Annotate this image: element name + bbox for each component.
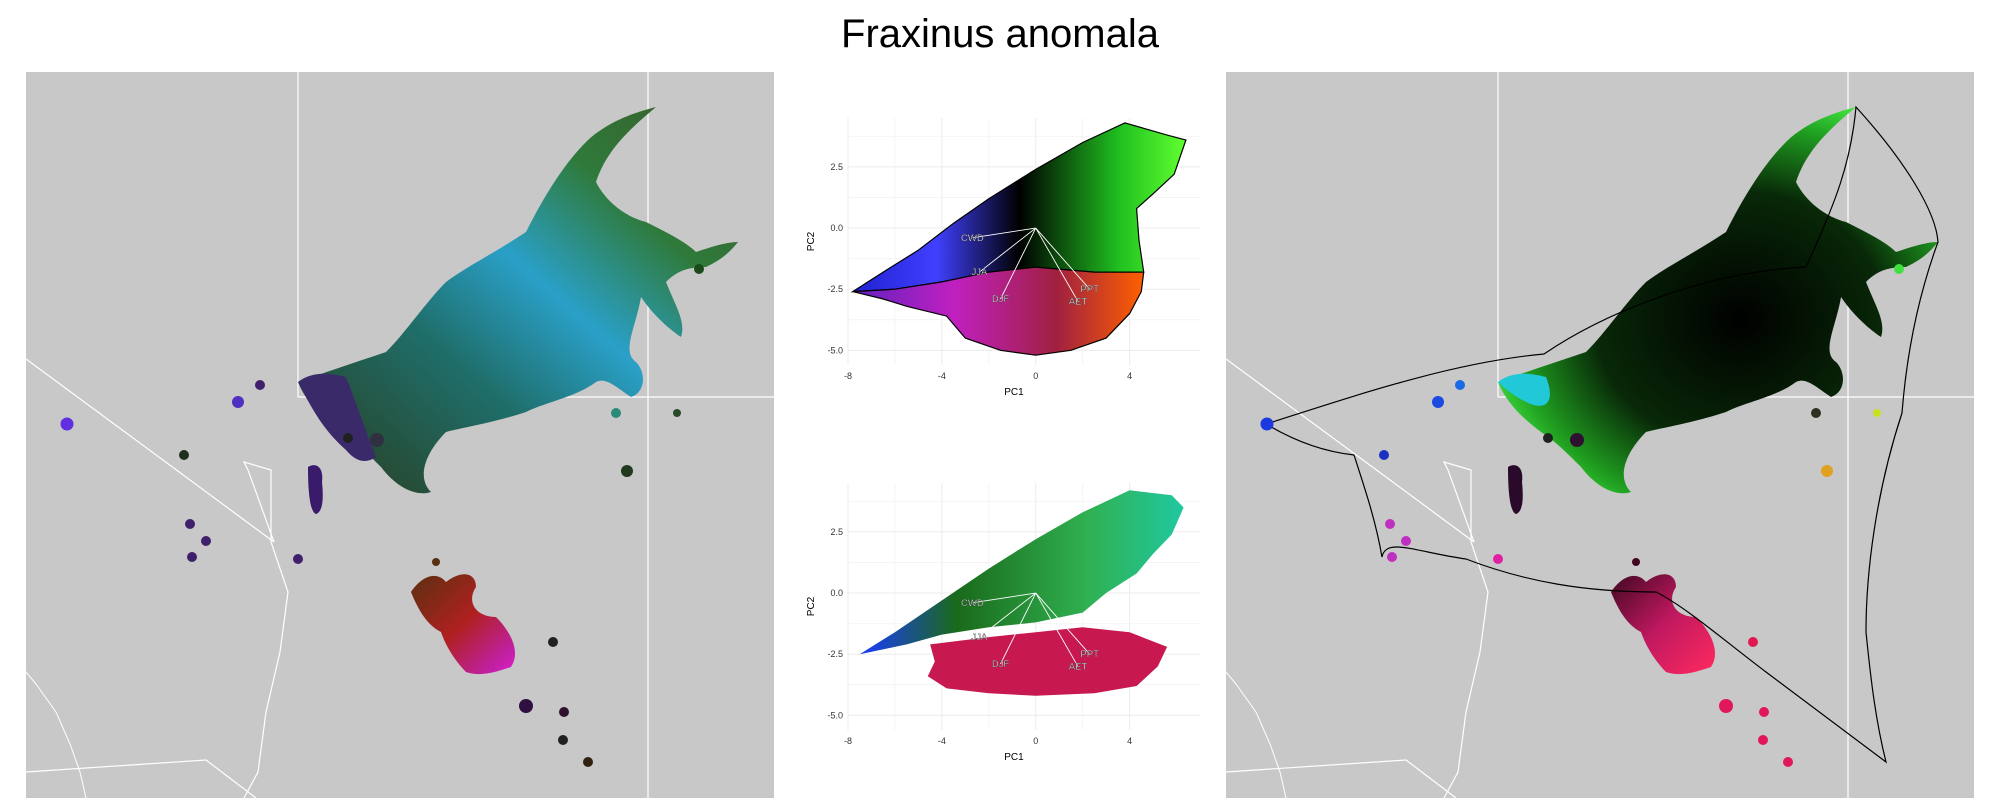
occurrence-points-right <box>1260 264 1904 767</box>
x-tick-label: -4 <box>938 736 946 746</box>
loading-arrow-ppt <box>1035 592 1091 655</box>
loading-label-cwd: CWD <box>961 233 984 244</box>
convex-hull-outline <box>1264 105 1939 764</box>
x-axis-label: PC1 <box>1004 752 1024 763</box>
loading-arrow-jja <box>979 592 1037 638</box>
loading-arrow-djf <box>1000 592 1037 665</box>
pca-top-cloud <box>850 122 1187 356</box>
range-polygon-south <box>411 574 516 675</box>
loading-label-aet: AET <box>1069 296 1088 307</box>
loading-arrow-cwd <box>972 592 1036 604</box>
y-tick-label: 2.5 <box>830 162 843 172</box>
x-tick-label: -8 <box>844 736 852 746</box>
x-tick-label: 4 <box>1127 371 1132 381</box>
y-tick-label: -2.5 <box>827 649 843 659</box>
pca-bottom-cloud <box>859 490 1184 696</box>
range-polygon-west <box>298 373 376 462</box>
x-tick-label: 0 <box>1033 371 1038 381</box>
y-tick-label: 2.5 <box>830 527 843 537</box>
figure-title: Fraxinus anomala <box>841 12 1159 56</box>
x-tick-label: -4 <box>938 371 946 381</box>
loading-arrow-jja <box>979 227 1037 273</box>
range-polygon-west <box>1498 373 1550 406</box>
loading-label-cwd: CWD <box>961 598 984 609</box>
loading-arrow-djf <box>1000 227 1037 300</box>
range-polygon-sw <box>1508 465 1523 514</box>
y-tick-label: -5.0 <box>827 710 843 720</box>
x-tick-label: 4 <box>1127 736 1132 746</box>
pca-top-axes: -8 -4 0 4 2.5 0.0 -2.5 -5.0 PC1 PC2 <box>806 162 1132 398</box>
y-tick-label: 0.0 <box>830 223 843 233</box>
loading-label-jja: JJA <box>971 267 988 278</box>
range-polygon-main <box>298 107 738 494</box>
left-map <box>26 72 774 798</box>
x-tick-label: 0 <box>1033 736 1038 746</box>
loading-arrow-cwd <box>972 227 1036 239</box>
range-polygon-sw <box>308 465 323 514</box>
x-tick-label: -8 <box>844 371 852 381</box>
pca-bottom-axes: -8 -4 0 4 2.5 0.0 -2.5 -5.0 PC1 PC2 <box>806 527 1132 763</box>
y-tick-label: 0.0 <box>830 588 843 598</box>
loading-label-ppt: PPT <box>1080 649 1099 660</box>
loading-label-aet: AET <box>1069 661 1088 672</box>
loading-arrow-ppt <box>1035 227 1091 290</box>
y-tick-label: -2.5 <box>827 284 843 294</box>
y-axis-label: PC2 <box>806 231 817 251</box>
coastline <box>1226 671 1287 798</box>
loading-arrow-aet <box>1035 227 1079 302</box>
loading-arrow-aet <box>1035 592 1079 667</box>
occurrence-points-left <box>60 264 704 767</box>
right-map <box>1226 72 1974 798</box>
loading-label-jja: JJA <box>971 632 988 643</box>
range-polygon-main <box>1498 107 1938 494</box>
y-axis-label: PC2 <box>806 596 817 616</box>
x-axis-label: PC1 <box>1004 387 1024 398</box>
coastline <box>26 671 87 798</box>
y-tick-label: -5.0 <box>827 345 843 355</box>
loading-label-ppt: PPT <box>1080 284 1099 295</box>
range-polygon-south <box>1611 574 1716 675</box>
loading-label-djf: DJF <box>992 294 1010 305</box>
loading-label-djf: DJF <box>992 659 1010 670</box>
